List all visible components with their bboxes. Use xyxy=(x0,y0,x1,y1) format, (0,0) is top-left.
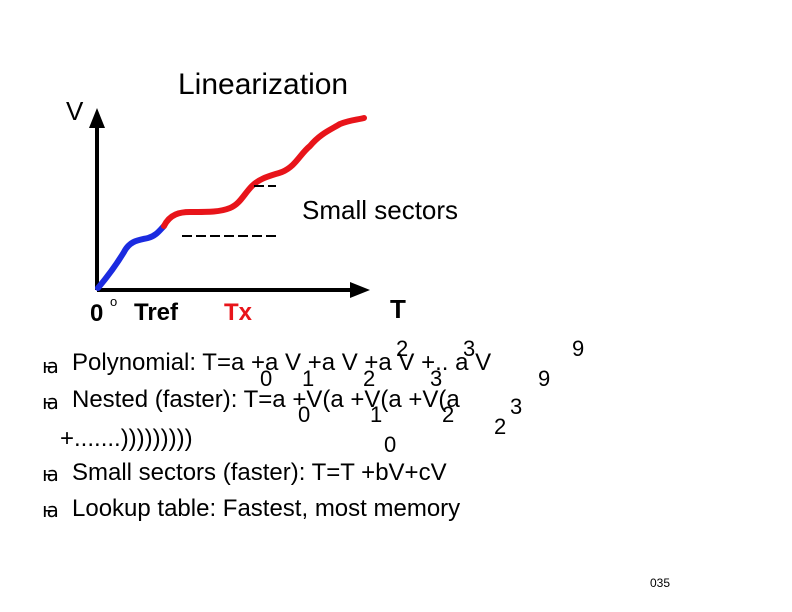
v-axis-label: V xyxy=(66,96,84,126)
nested-sub-3: 3 xyxy=(510,394,523,419)
poly-sub-1: 1 xyxy=(302,366,315,391)
sectors-sub-0: 0 xyxy=(384,432,397,457)
origin-degree: o xyxy=(110,294,118,309)
poly-sup-3: 3 xyxy=(463,336,476,361)
poly-sub-2: 2 xyxy=(363,366,376,391)
poly-sub-0: 0 xyxy=(260,366,273,391)
tref-label: Tref xyxy=(134,299,179,326)
poly-sub-3: 3 xyxy=(430,366,443,391)
polynomial-text: Polynomial: T=a +a V +a V +a V +.. a V xyxy=(72,349,492,376)
origin-label: 0 xyxy=(90,300,104,327)
poly-sub-9: 9 xyxy=(538,366,551,391)
nested-sub-0: 0 xyxy=(298,402,311,427)
nested-continuation: +.......))))))))) xyxy=(60,425,193,452)
bullet-icon: ꙗ xyxy=(42,356,59,378)
nested-sup-2: 2 xyxy=(494,414,507,439)
poly-sup-9: 9 xyxy=(572,336,585,361)
sectors-label: Small sectors xyxy=(302,195,459,225)
bullet-icon: ꙗ xyxy=(42,500,59,522)
sectors-text: Small sectors (faster): T=T +bV+cV xyxy=(72,459,447,486)
nested-sub-1: 1 xyxy=(370,402,383,427)
nested-text: Nested (faster): T=a +V(a +V(a +V(a xyxy=(72,386,460,413)
lookup-text: Lookup table: Fastest, most memory xyxy=(72,495,461,522)
high-curve-segment xyxy=(161,115,367,229)
tx-label: Tx xyxy=(224,299,253,326)
poly-sup-2: 2 xyxy=(396,336,409,361)
bullet-icon: ꙗ xyxy=(42,464,59,486)
v-axis-arrowhead-icon xyxy=(89,108,105,128)
page-number: 035 xyxy=(650,576,671,590)
t-axis-arrowhead-icon xyxy=(350,282,370,298)
diagram-title: Linearization xyxy=(178,68,349,101)
t-axis-label: T xyxy=(390,294,406,324)
low-curve-segment xyxy=(95,223,167,291)
bullet-icon: ꙗ xyxy=(42,392,59,414)
nested-sub-2: 2 xyxy=(442,402,455,427)
